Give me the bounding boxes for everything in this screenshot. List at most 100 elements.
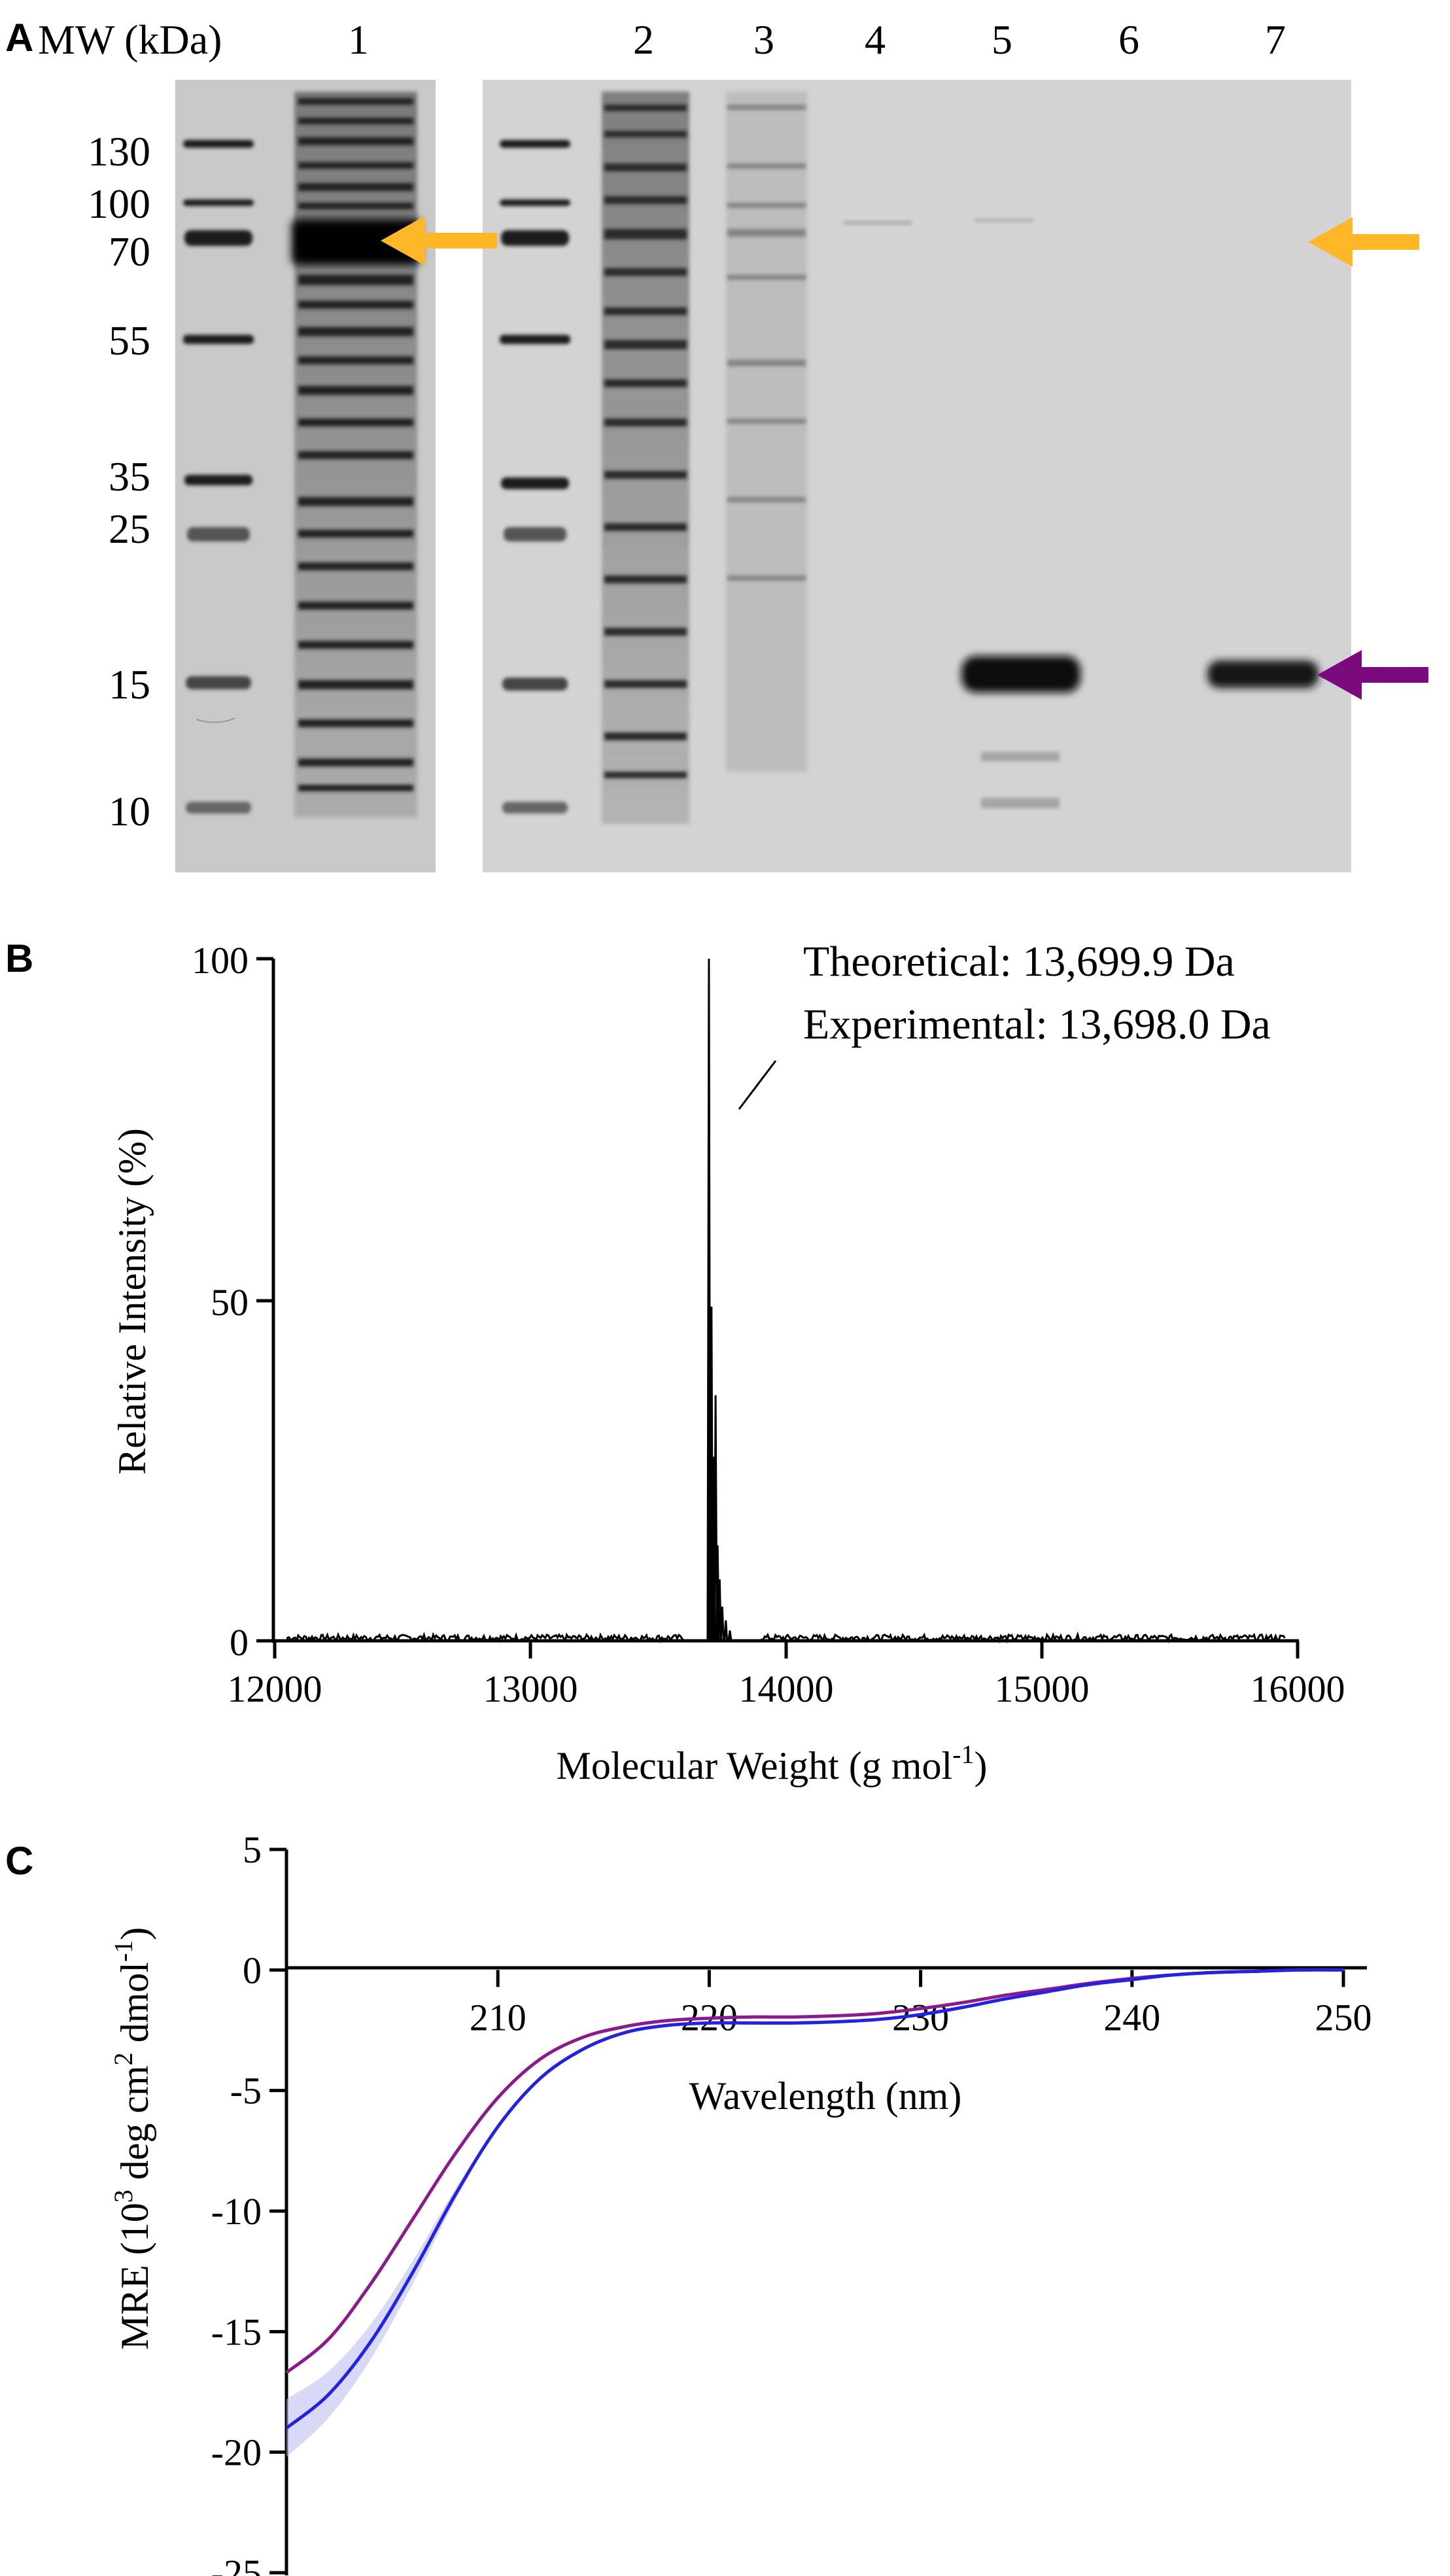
lane-band bbox=[604, 419, 687, 426]
marker-labels: 130 100 70 55 35 25 15 10 bbox=[88, 128, 150, 834]
lane-5-product-band bbox=[961, 656, 1080, 693]
marker-band bbox=[502, 678, 568, 691]
lane-band bbox=[727, 203, 806, 208]
panel-b: B 100 50 0 Relative Intensity (%) 12000 … bbox=[5, 936, 1345, 1787]
lane-band bbox=[604, 379, 687, 387]
marker-band bbox=[184, 230, 252, 246]
cd-y-axis: 5 0 -5 -10 -15 -20 -25 MRE (103 deg cm2 dmol-1… bbox=[109, 1829, 288, 2576]
cd-y-tick-label: -10 bbox=[211, 2190, 262, 2233]
lane-1-overexpressed-band bbox=[292, 219, 420, 265]
lane-3-bands bbox=[727, 105, 806, 581]
ms-x-tick-label: 15000 bbox=[995, 1668, 1090, 1710]
lane-band bbox=[727, 229, 806, 237]
lane-band bbox=[604, 131, 687, 137]
ms-annotation-theoretical: Theoretical: 13,699.9 Da bbox=[803, 938, 1235, 986]
lane-2-smear bbox=[602, 92, 689, 824]
lane-band bbox=[298, 451, 413, 459]
lane-labels: 1 2 3 4 5 6 7 bbox=[348, 16, 1286, 63]
ms-annotation-experimental: Experimental: 13,698.0 Da bbox=[803, 1001, 1271, 1048]
arrow-shaft bbox=[419, 233, 497, 249]
panel-a-label: A bbox=[5, 16, 33, 60]
marker-label-130: 130 bbox=[88, 128, 150, 175]
lane-label-5: 5 bbox=[992, 16, 1012, 63]
marker-band bbox=[187, 527, 250, 541]
arrow-head bbox=[381, 216, 425, 266]
panel-c: C 5 0 -5 -10 -15 -20 -25 MRE (103 deg cm2 dmol… bbox=[5, 1829, 1372, 2576]
lane-band bbox=[298, 118, 413, 124]
lane-band bbox=[727, 419, 806, 424]
cd-y-tick-label: -15 bbox=[211, 2310, 262, 2353]
ms-x-tick-label: 14000 bbox=[739, 1668, 834, 1710]
ms-noise-trace bbox=[286, 1631, 1286, 1644]
cd-y-tick-label: 5 bbox=[243, 1829, 262, 1871]
lane-band bbox=[298, 162, 413, 169]
cd-y-tick-label: -20 bbox=[211, 2431, 262, 2474]
cd-x-tick-label: 210 bbox=[470, 1996, 526, 2038]
cd-x-tick-label: 250 bbox=[1315, 1996, 1372, 2038]
gel-left-marker-bands bbox=[183, 140, 254, 814]
ms-peak-4 bbox=[713, 1395, 718, 1641]
cd-y-tick-label: -25 bbox=[211, 2552, 262, 2576]
marker-band bbox=[184, 475, 252, 485]
lane-label-2: 2 bbox=[633, 16, 654, 63]
cd-x-axis-title: Wavelength (nm) bbox=[689, 2074, 962, 2118]
lane-5-minor-band bbox=[981, 798, 1060, 808]
purple-arrow-lane-7 bbox=[1317, 650, 1428, 700]
cd-y-axis-title: MRE (103 deg cm2 dmol-1) bbox=[109, 1927, 156, 2350]
gel-right bbox=[483, 80, 1351, 872]
lane-band bbox=[604, 307, 687, 315]
lane-label-6: 6 bbox=[1118, 16, 1139, 63]
lane-band bbox=[604, 229, 687, 239]
ms-peak-6 bbox=[717, 1579, 722, 1641]
ms-peak-7 bbox=[719, 1606, 725, 1641]
ms-y-tick-label: 50 bbox=[211, 1281, 249, 1324]
marker-label-70: 70 bbox=[109, 228, 150, 275]
marker-band bbox=[183, 140, 254, 148]
lane-3-smear bbox=[726, 92, 807, 772]
lane-band bbox=[604, 523, 687, 531]
lane-band bbox=[604, 340, 687, 349]
marker-band bbox=[504, 527, 566, 541]
lane-band bbox=[298, 137, 413, 145]
panel-a: A MW (kDa) 1 2 3 4 5 6 7 130 100 70 55 3… bbox=[5, 16, 1428, 872]
cd-series-blue bbox=[285, 1968, 1344, 2430]
marker-band bbox=[186, 676, 251, 689]
marker-label-25: 25 bbox=[109, 506, 150, 552]
marker-band bbox=[500, 199, 570, 206]
lane-label-4: 4 bbox=[865, 16, 886, 63]
gel-left-scratch bbox=[196, 717, 236, 723]
lane-band bbox=[298, 719, 413, 727]
lane-5-minor-band bbox=[981, 752, 1060, 761]
gel-right-marker-bands bbox=[500, 140, 570, 814]
marker-label-15: 15 bbox=[109, 661, 150, 708]
marker-band bbox=[183, 199, 254, 206]
cd-y-tick-label: 0 bbox=[243, 1949, 262, 1991]
arrow-head bbox=[1308, 217, 1353, 267]
lane-band bbox=[727, 360, 806, 366]
lane-5-faint-band bbox=[975, 218, 1033, 222]
lane-band bbox=[727, 163, 806, 169]
panel-b-label: B bbox=[5, 936, 33, 980]
marker-label-100: 100 bbox=[88, 180, 150, 227]
lane-band bbox=[298, 641, 413, 649]
ms-y-tick-label: 0 bbox=[230, 1621, 249, 1664]
lane-band bbox=[727, 275, 806, 280]
cd-y-ticks: 5 0 -5 -10 -15 -20 -25 bbox=[211, 1829, 286, 2576]
marker-label-35: 35 bbox=[109, 453, 150, 500]
marker-band bbox=[500, 335, 570, 344]
lane-1-bands bbox=[292, 98, 420, 791]
lane-band bbox=[298, 562, 413, 570]
mw-header: MW (kDa) bbox=[38, 16, 222, 63]
lane-band bbox=[298, 602, 413, 610]
lane-7-product-band bbox=[1207, 661, 1319, 688]
arrow-head bbox=[1317, 650, 1362, 700]
arrow-shaft bbox=[1347, 234, 1419, 250]
lane-band bbox=[298, 98, 413, 105]
gel-left bbox=[175, 80, 436, 872]
ms-y-axis-title: Relative Intensity (%) bbox=[111, 1128, 154, 1475]
lane-label-3: 3 bbox=[753, 16, 774, 63]
ms-peak-0 bbox=[706, 958, 712, 1641]
lane-band bbox=[298, 680, 413, 689]
ms-x-tick-label: 16000 bbox=[1251, 1668, 1345, 1710]
